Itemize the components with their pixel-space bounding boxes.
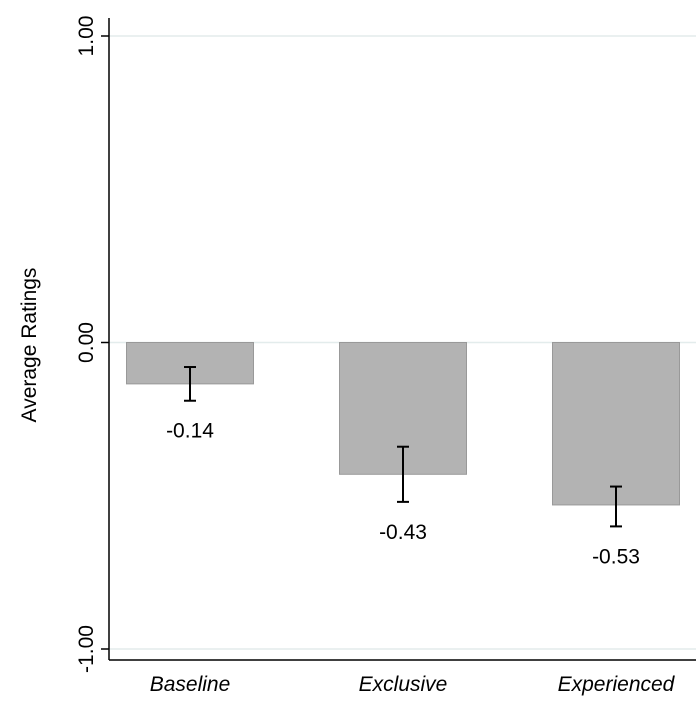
- bars: [126, 342, 680, 506]
- labels: 1.00 0.00 -1.00 Baseline Exclusive Experience…: [75, 16, 676, 696]
- error-bar-baseline: [184, 366, 196, 402]
- error-bar-exclusive: [397, 445, 409, 503]
- error-bars: [184, 366, 622, 528]
- value-label-baseline: -0.14: [166, 420, 214, 443]
- x-tick-label-experienced: Experienced: [558, 673, 676, 696]
- bar-experienced: [552, 342, 680, 506]
- y-tick-label-1: 0.00: [75, 322, 98, 363]
- y-tick-label-0: 1.00: [75, 16, 98, 57]
- x-tick-label-exclusive: Exclusive: [359, 673, 448, 696]
- error-bar-experienced: [610, 485, 622, 528]
- value-label-exclusive: -0.43: [379, 521, 427, 544]
- axes: [101, 18, 696, 661]
- y-tick-label-2: -1.00: [75, 625, 98, 673]
- y-axis-title: Average Ratings: [18, 268, 41, 423]
- value-label-experienced: -0.53: [592, 545, 640, 568]
- x-tick-label-baseline: Baseline: [150, 673, 231, 696]
